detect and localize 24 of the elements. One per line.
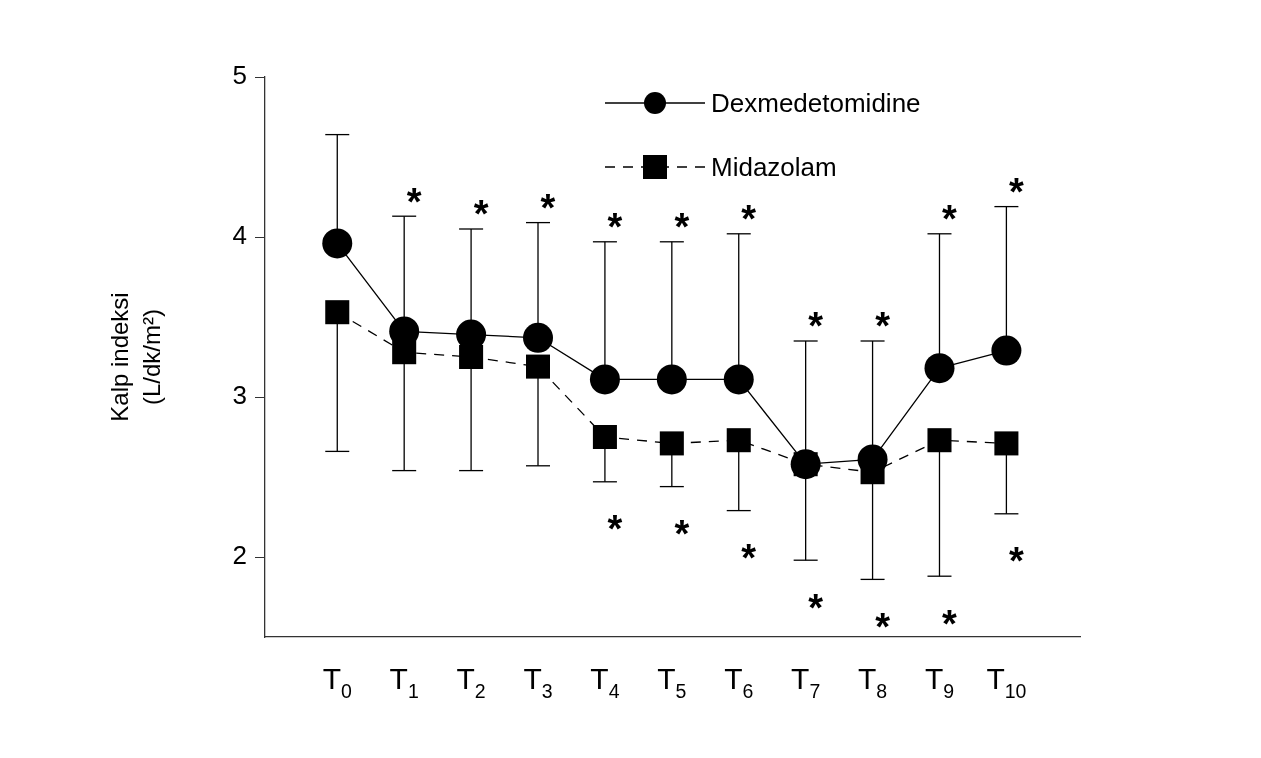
annotation: * <box>741 198 757 241</box>
annotation: * <box>875 305 891 348</box>
annotation: * <box>741 537 757 580</box>
annotation: * <box>1009 540 1024 583</box>
legend-label: Midazolam <box>711 152 837 183</box>
annotation: * <box>674 513 690 556</box>
y-axis-title: Kalp indeksi (L/dk/m²) <box>106 292 165 422</box>
y-tick-label: 5 <box>232 60 247 91</box>
annotation: * <box>808 305 824 348</box>
annotation: * <box>875 605 891 648</box>
annotation: * <box>406 180 422 223</box>
annotation: * <box>942 198 958 241</box>
legend-label: Dexmedetomidine <box>711 88 921 119</box>
annotation: * <box>540 187 556 230</box>
annotation: * <box>473 193 489 236</box>
annotation: * <box>1009 171 1024 214</box>
annotation: * <box>942 602 958 645</box>
annotation: * <box>808 586 824 629</box>
annotation: * <box>607 508 623 551</box>
annotation: * <box>674 206 690 249</box>
annotation: * <box>607 206 623 249</box>
y-tick-label: 4 <box>232 220 247 251</box>
y-tick-label: 2 <box>232 540 247 571</box>
y-tick-label: 3 <box>232 380 247 411</box>
